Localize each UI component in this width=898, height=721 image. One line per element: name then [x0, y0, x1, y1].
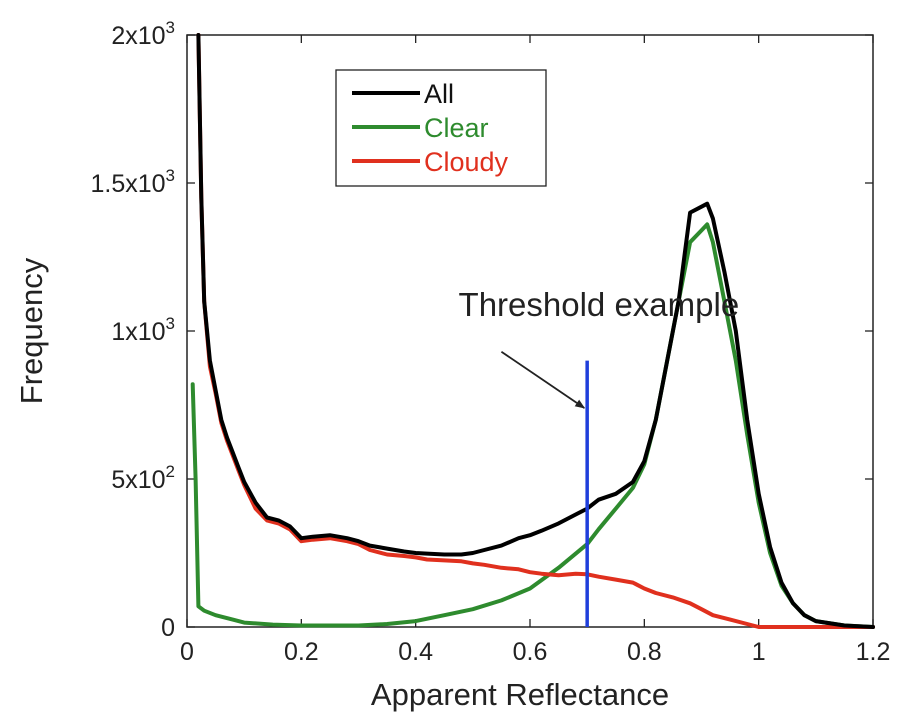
- x-tick-label: 1: [752, 638, 766, 666]
- x-tick-label: 1.2: [856, 638, 891, 666]
- y-tick-label: 1x103: [111, 314, 175, 346]
- x-tick-label: 0.4: [398, 638, 433, 666]
- x-tick-label: 0.6: [513, 638, 548, 666]
- legend: All Clear Cloudy: [335, 69, 547, 187]
- legend-label-all: All: [424, 79, 454, 109]
- x-tick-label: 0.2: [284, 638, 319, 666]
- y-tick-label: 1.5x103: [90, 166, 175, 198]
- y-tick-label: 5x102: [111, 462, 175, 494]
- y-tick-label: 0: [161, 614, 175, 642]
- y-tick-label: 2x103: [111, 18, 175, 50]
- series-line-clear: [190, 222, 875, 629]
- x-tick-label: 0: [180, 638, 194, 666]
- y-axis-title: Frequency: [14, 257, 49, 404]
- series-line-all: [196, 33, 875, 629]
- x-tick-label: 0.8: [627, 638, 662, 666]
- legend-label-cloudy: Cloudy: [424, 147, 509, 177]
- x-axis-title: Apparent Reflectance: [371, 677, 669, 712]
- threshold-annotation: Threshold example: [459, 286, 740, 323]
- threshold-arrow: [500, 350, 586, 409]
- legend-label-clear: Clear: [424, 113, 489, 143]
